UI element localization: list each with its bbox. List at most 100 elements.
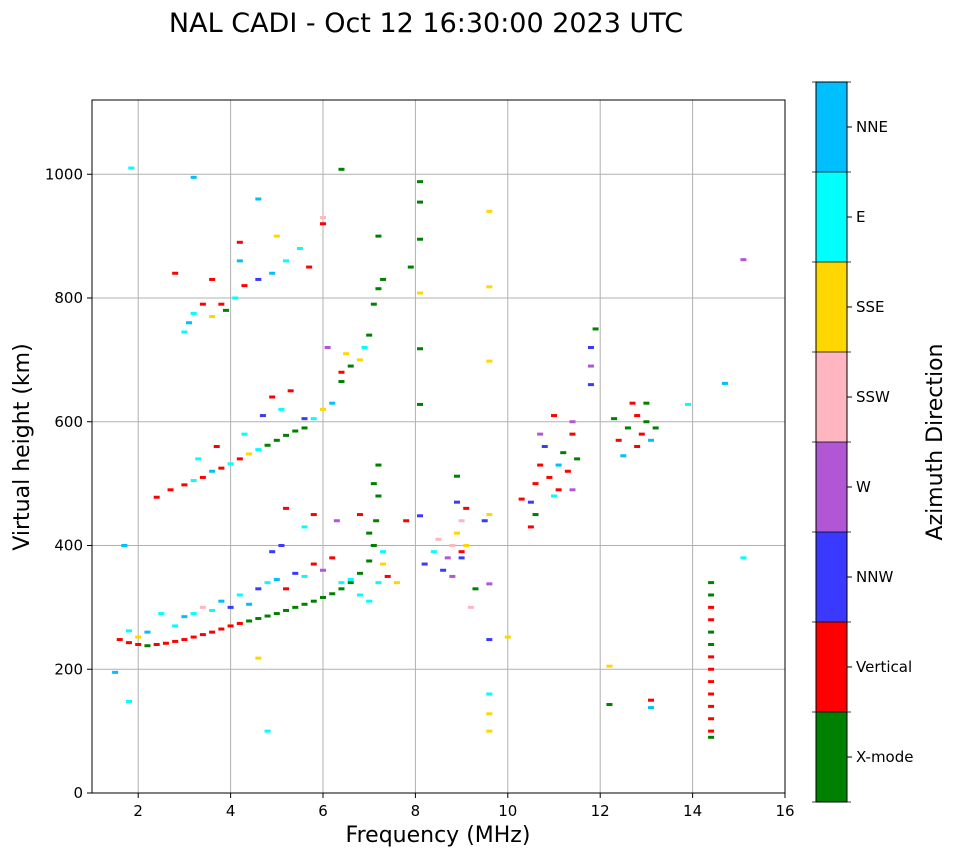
scatter-point [236,593,243,597]
colorbar: X-mode Vertical NNW W SSW SSE E NNE [812,81,913,803]
scatter-point [144,630,151,634]
scatter-point [569,420,576,424]
x-tick-label: 12 [591,802,610,820]
scatter-point [643,401,650,405]
plot-background [92,100,785,793]
scatter-point [186,321,193,325]
scatter-point [417,347,424,351]
scatter-point [347,581,354,585]
scatter-point [283,259,290,263]
scatter-point [269,271,276,275]
scatter-point [255,448,262,452]
scatter-point [375,581,382,585]
scatter-point [574,457,581,461]
colorbar-segment [816,622,847,712]
scatter-point [629,401,636,405]
scatter-point [740,556,747,560]
colorbar-segment [816,352,847,442]
scatter-point [417,514,424,518]
scatter-point [278,407,285,411]
colorbar-tick-label: NNE [856,118,888,136]
scatter-point [648,438,655,442]
x-tick-label: 14 [683,802,702,820]
scatter-point [246,452,253,456]
scatter-point [190,175,197,179]
scatter-point [708,717,715,721]
scatter-point [486,209,493,213]
scatter-point [652,426,659,430]
scatter-point [292,571,299,575]
scatter-point [236,259,243,263]
colorbar-tick-label: E [856,208,865,226]
scatter-point [708,618,715,622]
scatter-point [606,703,613,707]
scatter-point [181,615,188,619]
scatter-point [264,443,271,447]
scatter-point [209,315,216,319]
scatter-point [708,605,715,609]
scatter-point [373,519,380,523]
scatter-point [283,506,290,510]
scatter-point [537,432,544,436]
scatter-point [356,593,363,597]
scatter-point [128,166,135,170]
y-axis-ticks: 0 200 400 600 800 1000 [45,165,92,802]
scatter-point [587,364,594,368]
scatter-point [190,635,197,639]
scatter-point [116,638,123,642]
scatter-point [708,704,715,708]
scatter-point [338,380,345,384]
scatter-point [370,482,377,486]
y-tick-label: 200 [54,660,83,678]
scatter-point [527,525,534,529]
scatter-point [320,407,326,411]
scatter-point [190,311,197,315]
scatter-point [255,587,262,591]
scatter-point [255,197,262,201]
scatter-point [444,556,451,560]
scatter-point [283,608,290,612]
scatter-point [606,664,613,668]
scatter-point [241,432,248,436]
scatter-point [624,426,631,430]
scatter-point [518,497,525,501]
scatter-point [320,595,326,599]
scatter-point [167,488,174,492]
x-tick-label: 8 [411,802,421,820]
scatter-point [356,571,363,575]
scatter-point [209,469,216,473]
scatter-point [417,200,424,204]
scatter-point [648,706,655,710]
scatter-point [634,445,641,448]
scatter-point [190,479,197,483]
scatter-point [486,692,493,696]
scatter-point [361,346,368,349]
scatter-point [246,602,253,606]
scatter-point [153,495,160,499]
scatter-point [112,670,119,674]
scatter-point [338,370,345,374]
scatter-point [125,699,132,703]
scatter-point [421,562,428,566]
scatter-point [708,630,715,634]
scatter-point [486,638,493,642]
colorbar-tick-label: Vertical [856,658,912,676]
scatter-point [306,265,313,269]
scatter-point [375,494,382,498]
colorbar-segment [816,712,847,802]
scatter-point [329,401,336,405]
scatter-point [264,581,271,585]
scatter-points [112,166,747,739]
scatter-point [329,592,336,596]
scatter-point [648,698,655,702]
scatter-point [301,525,308,529]
scatter-point [273,438,280,442]
scatter-point [264,614,271,618]
colorbar-segment [816,442,847,532]
plot-frame [91,99,786,794]
scatter-point [453,474,460,478]
scatter-point [162,641,169,645]
scatter-point [611,417,618,421]
scatter-point [172,639,179,643]
